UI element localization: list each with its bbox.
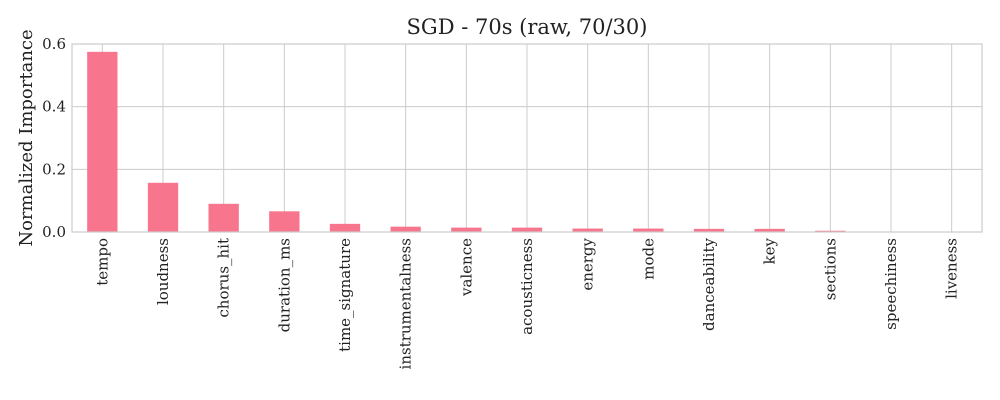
x-tick-label: energy (579, 237, 597, 290)
bar-chorus-hit (208, 203, 239, 232)
bar-energy (572, 228, 603, 232)
bars (87, 51, 846, 233)
bar-mode (633, 228, 664, 232)
y-tick-label: 0.4 (42, 98, 66, 116)
bar-loudness (147, 182, 179, 232)
x-tick-label: valence (457, 238, 475, 297)
x-tick-label: liveness (943, 238, 961, 299)
x-tick-label: key (761, 237, 779, 264)
y-tick-label: 0.2 (42, 160, 66, 178)
x-tick-label: time_signature (336, 238, 354, 352)
y-ticks: 0.0 0.2 0.4 0.6 (42, 35, 66, 241)
y-tick-label: 0.0 (42, 223, 66, 241)
bar-danceability (693, 228, 725, 232)
x-tick-label: instrumentalness (397, 238, 415, 369)
bar-tempo (87, 51, 118, 233)
x-tick-label: danceability (700, 237, 718, 330)
x-tick-label: tempo (93, 238, 111, 286)
bar-acousticness (511, 227, 543, 232)
x-tick-label: sections (821, 238, 839, 300)
x-tick-label: chorus_hit (215, 238, 233, 318)
plot-frame (71, 43, 983, 233)
y-axis-label: Normalized Importance (16, 29, 37, 246)
x-tick-label: acousticness (518, 238, 536, 335)
grid (72, 43, 982, 233)
bar-sections (815, 230, 846, 232)
x-tick-label: loudness (154, 238, 172, 305)
x-tick-label: speechiness (882, 238, 900, 330)
x-ticks: tempo loudness chorus_hit duration_ms time_s… (93, 237, 960, 369)
chart-title: SGD - 70s (raw, 70/30) (407, 15, 648, 39)
bar-time-signature (329, 223, 361, 232)
bar-instrumentalness (390, 226, 421, 232)
bar-key (754, 228, 785, 232)
x-tick-label: mode (639, 238, 657, 280)
bar-valence (451, 227, 482, 232)
bar-duration-ms (269, 211, 300, 232)
x-tick-label: duration_ms (275, 238, 293, 332)
y-tick-label: 0.6 (42, 35, 66, 53)
